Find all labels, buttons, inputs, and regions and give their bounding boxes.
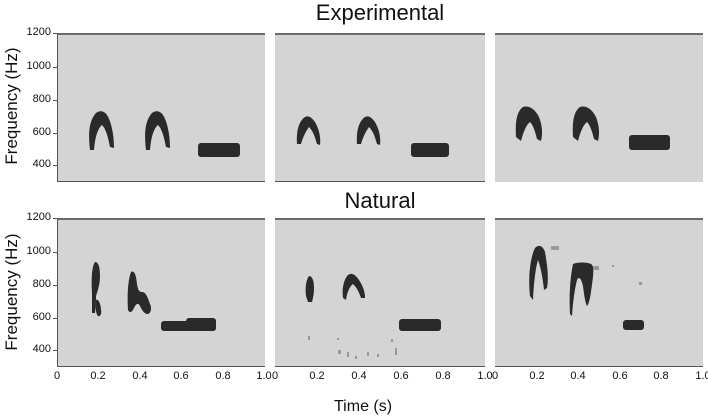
- panel-x-axis: [275, 181, 485, 182]
- ytick-mark: [53, 252, 57, 253]
- ytick-label: 800: [32, 278, 51, 290]
- xtick-label: 0: [271, 370, 279, 382]
- xtick-label: 1.0: [256, 370, 272, 382]
- spectrogram-experimental-3: [495, 33, 703, 182]
- xtick-label: 0.8: [215, 370, 231, 382]
- spectrogram-natural-3: [495, 218, 703, 367]
- xtick-label: 0.6: [612, 370, 628, 382]
- spectrogram-experimental-2: [275, 33, 485, 182]
- spectrogram-signal: [515, 106, 670, 150]
- xtick-label: 0.2: [529, 370, 545, 382]
- ytick-label: 600: [32, 126, 51, 138]
- panel-top-border: [275, 33, 485, 35]
- panel-top-border: [495, 33, 703, 35]
- spectrogram-signal: [89, 111, 240, 157]
- ytick-label: 1200: [26, 26, 51, 38]
- spectrogram-signal: [296, 116, 449, 157]
- row-title-natural: Natural: [344, 188, 416, 213]
- xtick-label: 0.4: [132, 370, 148, 382]
- spectrogram-natural-2: [275, 218, 485, 367]
- xtick-label: 1.0: [477, 370, 493, 382]
- xtick-label: 0.6: [173, 370, 189, 382]
- ytick-mark: [53, 318, 57, 319]
- panel-top-border: [58, 218, 265, 220]
- ytick-label: 400: [32, 158, 51, 170]
- ytick-label: 1000: [26, 60, 51, 72]
- spectrogram-signal: [305, 273, 441, 359]
- panel-top-border: [495, 218, 703, 220]
- panel-top-border: [275, 218, 485, 220]
- ytick-mark: [53, 100, 57, 101]
- spectrogram-natural-1: [57, 218, 265, 367]
- xtick-label: 0.2: [309, 370, 325, 382]
- ytick-mark: [53, 350, 57, 351]
- panel-x-axis: [58, 366, 265, 367]
- xtick-label: 1.0: [695, 370, 708, 382]
- xtick-label: 0.4: [351, 370, 367, 382]
- xtick-label: 0: [491, 370, 499, 382]
- panel-top-border: [58, 33, 265, 35]
- ytick-label: 1200: [26, 211, 51, 223]
- row-title-experimental: Experimental: [315, 0, 445, 25]
- xtick-label: 0.2: [90, 370, 106, 382]
- xtick-label: 0: [53, 370, 61, 382]
- xtick-label: 0.4: [570, 370, 586, 382]
- panel-x-axis: [495, 366, 703, 367]
- spectrogram-experimental-1: [57, 33, 265, 182]
- spectrogram-signal: [91, 262, 216, 331]
- ytick-label: 1000: [26, 245, 51, 257]
- x-axis-label: Time (s): [334, 398, 393, 415]
- ytick-label: 400: [32, 343, 51, 355]
- ytick-mark: [53, 67, 57, 68]
- panel-x-axis: [58, 181, 265, 182]
- ytick-mark: [53, 218, 57, 219]
- ytick-mark: [53, 165, 57, 166]
- ytick-label: 600: [32, 311, 51, 323]
- spectrogram-signal: [529, 245, 644, 330]
- xtick-label: 0.6: [393, 370, 409, 382]
- ytick-mark: [53, 285, 57, 286]
- ytick-label: 800: [32, 93, 51, 105]
- xtick-label: 0.8: [653, 370, 669, 382]
- ytick-mark: [53, 133, 57, 134]
- ytick-mark: [53, 33, 57, 34]
- panel-x-axis: [275, 366, 485, 367]
- xtick-label: 0.8: [435, 370, 451, 382]
